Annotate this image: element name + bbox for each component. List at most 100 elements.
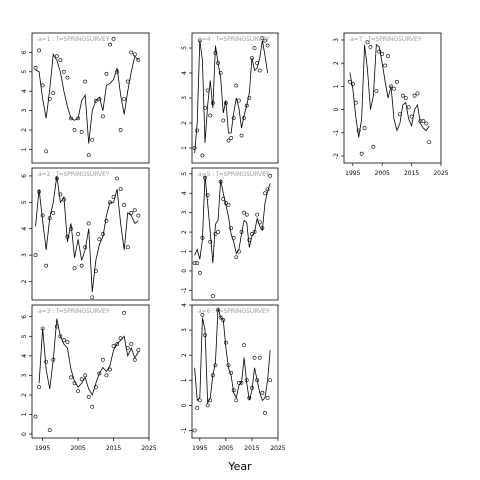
data-point (252, 355, 257, 360)
data-point (62, 69, 66, 74)
data-point (76, 389, 80, 393)
data-point (200, 153, 205, 158)
y-tick-label: 2 (181, 230, 188, 234)
data-point (268, 173, 273, 178)
data-point (58, 192, 63, 197)
data-point (122, 203, 127, 207)
y-tick-label: 5 (181, 46, 188, 50)
data-point (90, 295, 95, 300)
data-point (97, 371, 102, 376)
data-point (129, 342, 134, 347)
y-tick-label: 0 (181, 403, 188, 407)
data-point (257, 355, 262, 360)
panel-marks (192, 36, 270, 158)
data-point (210, 294, 215, 299)
panels-group: 1 2 3 4 5 6 a=1 : f=SPRINGSURVEY 1 2 3 4 5 a=4 : f=S… (21, 32, 449, 452)
data-point (362, 126, 367, 131)
panel-3: -2 -1 0 1 2 3 1995 2005 2015 2025 a=7 : f=SPRINGSU… (333, 32, 449, 177)
data-point (90, 404, 95, 409)
data-point (205, 403, 210, 408)
data-point (115, 342, 119, 347)
data-point (371, 144, 376, 149)
data-point (54, 54, 59, 59)
data-point (263, 191, 267, 196)
data-point (51, 210, 56, 215)
data-point (86, 153, 91, 158)
y-tick-label: 2 (181, 353, 188, 357)
data-point (108, 42, 112, 47)
data-point (383, 63, 388, 68)
panel-6: 0 1 2 3 4 5 6 1995 2005 2015 2025 a=3 : f=SPRINGSUR… (21, 304, 157, 452)
y-tick-label: 1 (21, 147, 28, 151)
data-point (125, 245, 130, 250)
data-point (132, 357, 137, 362)
fitted-line (35, 53, 139, 144)
data-point (125, 79, 130, 84)
panel-marks (33, 175, 141, 300)
y-tick-label: 5 (21, 70, 28, 74)
data-point (136, 58, 141, 63)
data-point (365, 40, 370, 45)
data-point (101, 114, 105, 119)
data-point (260, 36, 265, 40)
panel-title: a=2 : f=SPRINGSURVEY (38, 171, 110, 178)
data-point (234, 83, 239, 88)
data-point (374, 89, 379, 93)
data-point (122, 97, 127, 101)
data-point (229, 136, 233, 140)
data-point (72, 266, 77, 271)
data-point (51, 91, 56, 96)
y-tick-label: 2 (333, 61, 340, 65)
x-tick-label: 1995 (192, 445, 207, 452)
data-point (111, 344, 116, 348)
data-point (203, 106, 207, 110)
data-point (86, 395, 91, 399)
data-point (79, 130, 84, 134)
data-point (392, 86, 396, 91)
data-point (69, 375, 73, 380)
data-point (237, 98, 241, 103)
y-tick-label: -1 (181, 287, 188, 293)
panel-marks (33, 36, 141, 158)
y-tick-label: -2 (333, 153, 340, 159)
x-tick-label: 2015 (106, 445, 121, 452)
data-point (86, 221, 91, 226)
y-tick-label: 2 (21, 128, 28, 132)
panel-title: a=3 : f=SPRINGSURVEY (38, 308, 110, 315)
y-tick-label: 3 (21, 373, 28, 377)
y-tick-label: 3 (181, 211, 188, 215)
data-point (118, 128, 123, 132)
data-point (234, 255, 239, 260)
data-point (242, 210, 247, 215)
panel-title: a=7 : f=SPRINGSURVEY (350, 36, 422, 43)
data-point (234, 398, 239, 403)
data-point (218, 71, 223, 75)
data-point (111, 36, 116, 41)
y-tick-label: 5 (21, 334, 28, 338)
data-point (97, 237, 102, 242)
data-point (427, 140, 432, 145)
x-tick-label: 2005 (70, 445, 85, 452)
data-point (129, 210, 134, 215)
y-tick-label: -1 (333, 130, 340, 136)
data-point (72, 128, 77, 132)
data-point (58, 58, 63, 63)
data-point (356, 128, 361, 133)
panel-frame (191, 167, 279, 301)
data-point (226, 138, 231, 143)
data-point (136, 348, 141, 352)
fitted-line (349, 43, 430, 138)
y-tick-label: 1 (181, 378, 188, 382)
x-tick-label: 2005 (218, 445, 233, 452)
data-point (195, 405, 200, 410)
data-point (400, 93, 405, 98)
data-point (237, 380, 241, 385)
y-tick-label: 1 (181, 146, 188, 150)
fitted-line (194, 40, 268, 154)
fitted-line (35, 175, 139, 293)
data-point (244, 212, 249, 217)
fitted-line (194, 175, 271, 264)
data-point (132, 208, 137, 213)
y-tick-label: 6 (21, 174, 28, 178)
y-tick-label: 4 (21, 354, 28, 358)
